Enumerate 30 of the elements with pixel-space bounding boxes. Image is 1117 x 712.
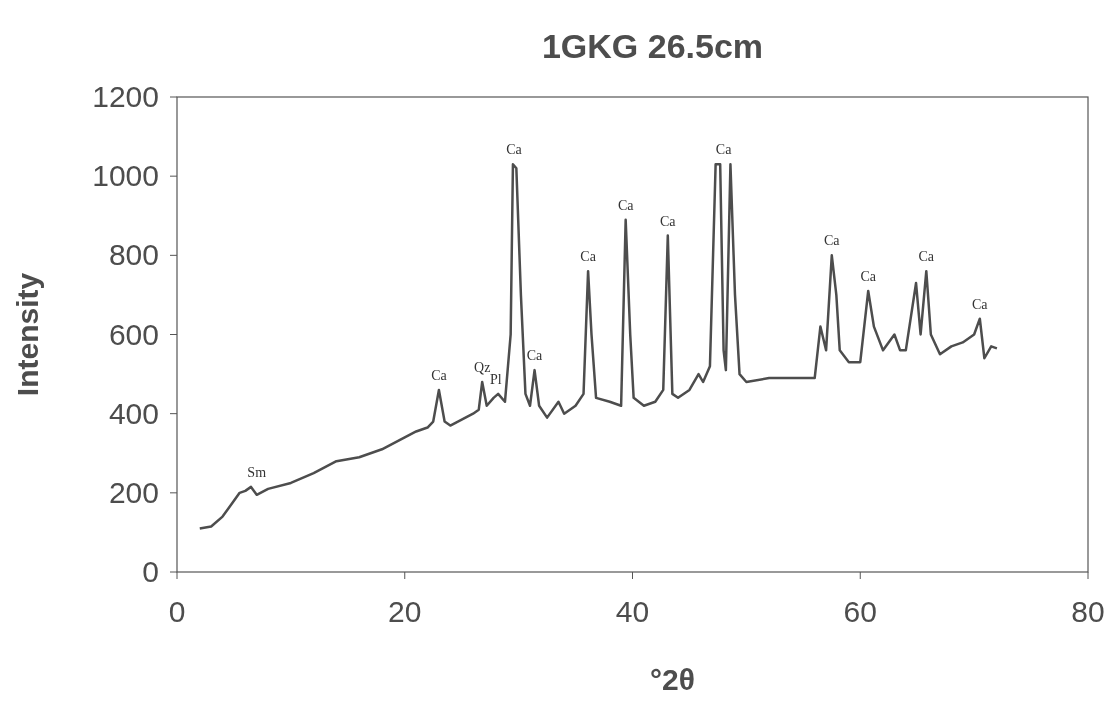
- x-tick-label: 0: [168, 595, 186, 628]
- annotation: Ca: [526, 348, 544, 364]
- annotation: Qz: [474, 360, 491, 375]
- annotation: Ca: [860, 268, 877, 284]
- y-tick-label: 0: [142, 555, 159, 588]
- annotation: Sm: [247, 464, 267, 480]
- y-tick-label: 1200: [92, 80, 159, 113]
- y-tick-label: 200: [108, 475, 159, 509]
- y-axis-title: Intensity: [11, 272, 44, 397]
- annotation: Ca: [506, 142, 523, 158]
- x-tick-label: 60: [843, 595, 877, 628]
- x-axis-title: °2θ: [650, 663, 695, 696]
- x-tick-label: 40: [615, 595, 650, 628]
- annotation: Ca: [972, 296, 989, 312]
- annotation: Ca: [660, 213, 677, 229]
- chart-title: 1GKG 26.5cm: [541, 27, 764, 65]
- annotation: Ca: [431, 367, 448, 383]
- x-tick-label: 20: [388, 595, 422, 628]
- annotation: Ca: [824, 233, 841, 249]
- line-series: [198, 163, 999, 530]
- annotation: Ca: [580, 249, 597, 265]
- y-tick-label: 600: [108, 317, 159, 351]
- y-tick-label: 1000: [92, 159, 159, 193]
- annotation: Ca: [918, 249, 935, 265]
- annotation: Pl: [490, 371, 502, 387]
- y-tick-label: 400: [108, 396, 159, 430]
- annotation: Ca: [715, 142, 733, 158]
- y-tick-label: 800: [108, 238, 159, 272]
- annotation: Ca: [617, 197, 635, 213]
- x-tick-label: 80: [1071, 595, 1105, 628]
